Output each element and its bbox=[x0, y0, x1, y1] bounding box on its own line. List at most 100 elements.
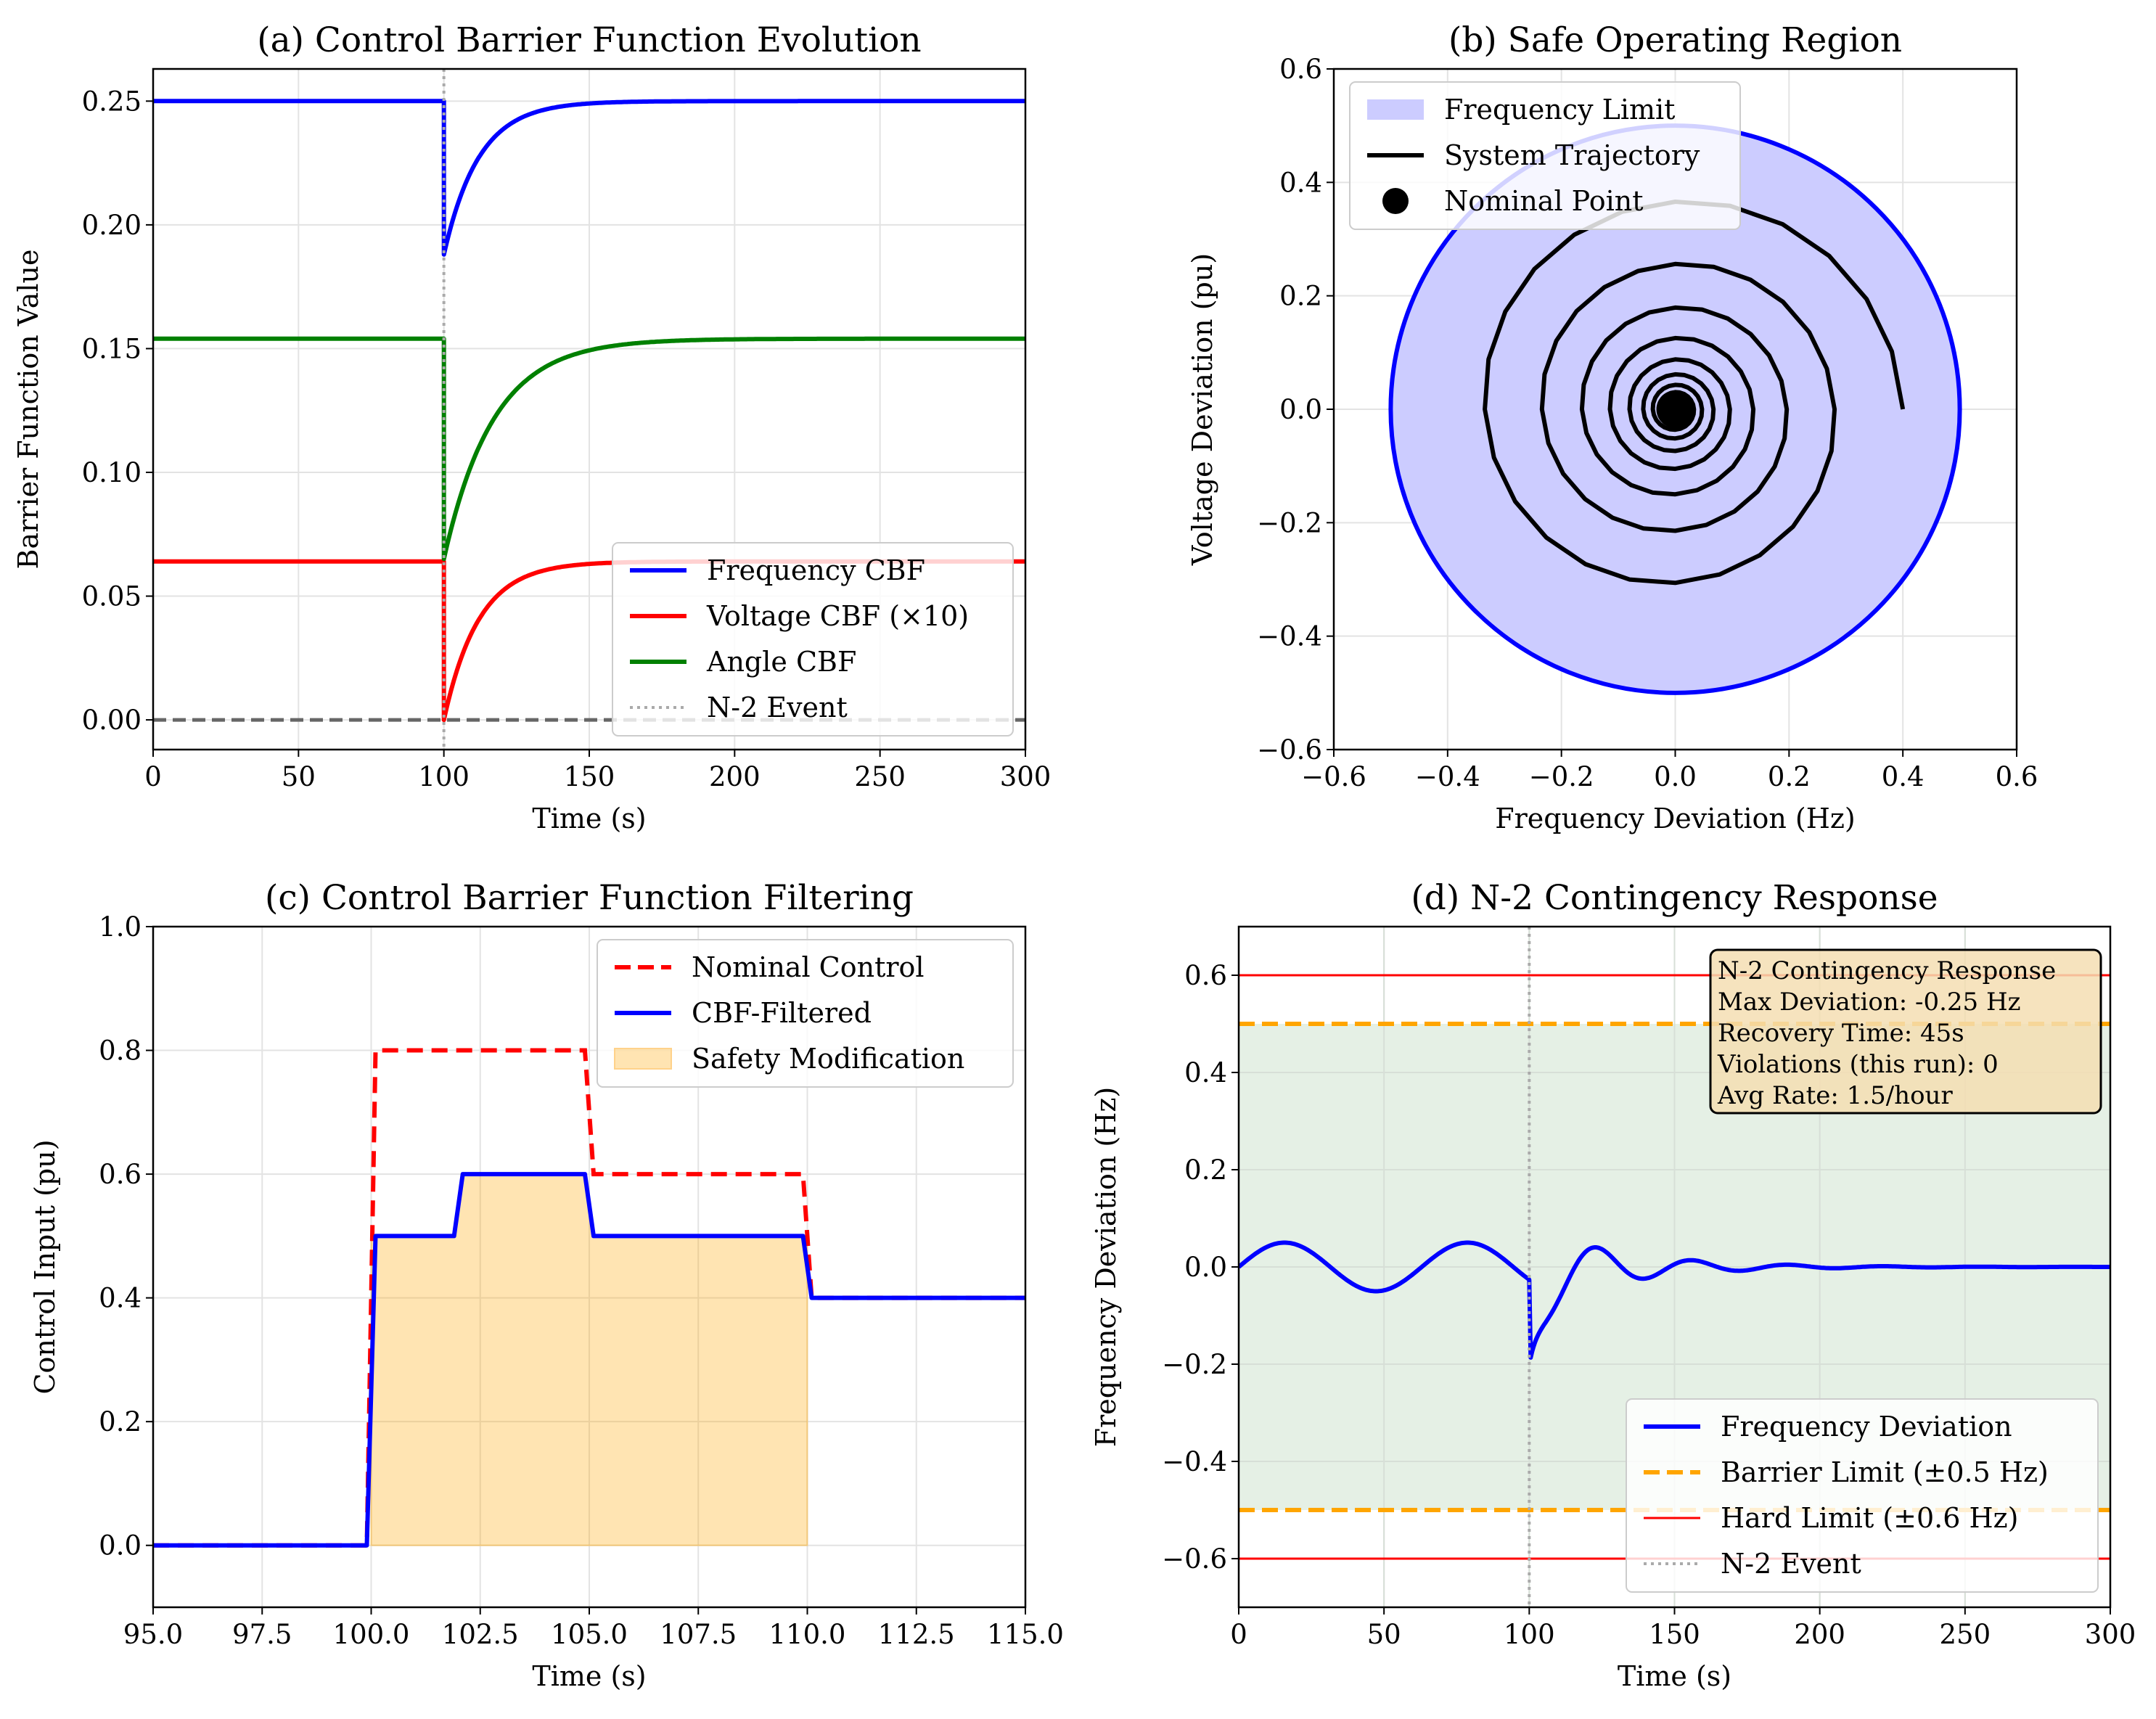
y-tick-label: −0.4 bbox=[1257, 621, 1322, 652]
legend-entry: Barrier Limit (±0.5 Hz) bbox=[1644, 1456, 2049, 1488]
legend-label: Barrier Limit (±0.5 Hz) bbox=[1721, 1456, 2049, 1488]
x-tick-label: 107.5 bbox=[660, 1619, 737, 1650]
plot-area bbox=[153, 1048, 1025, 1548]
x-axis-label: Frequency Deviation (Hz) bbox=[1495, 803, 1856, 834]
panel-b-safe-operating-region: −0.6 −0.4 −0.2 0.0 0.2 0.4 0.6 −0.6 −0.4 −0.2 0.0 0… bbox=[1186, 20, 2038, 834]
info-box-line: Avg Rate: 1.5/hour bbox=[1717, 1081, 1953, 1110]
y-tick-label: 0.2 bbox=[1279, 281, 1322, 312]
legend-entry: Nominal Control bbox=[615, 951, 925, 983]
legend: Frequency Limit System Trajectory Nominal … bbox=[1349, 81, 1741, 230]
chart-title: (a) Control Barrier Function Evolution bbox=[257, 20, 921, 60]
x-tick-label: 97.5 bbox=[232, 1619, 292, 1650]
legend-entry: Angle CBF bbox=[630, 646, 856, 678]
x-tick-label: 0 bbox=[1230, 1619, 1247, 1650]
legend-box bbox=[1626, 1398, 2099, 1593]
x-tick-label: 200 bbox=[709, 761, 761, 792]
x-tick-label: 300 bbox=[2085, 1619, 2136, 1650]
x-tick-label: 50 bbox=[1367, 1619, 1401, 1650]
x-tick-label: 150 bbox=[1649, 1619, 1700, 1650]
safety-modification-area bbox=[370, 1173, 808, 1546]
legend-box bbox=[597, 939, 1014, 1088]
info-box-line: Violations (this run): 0 bbox=[1717, 1050, 1999, 1079]
legend: Frequency Deviation Barrier Limit (±0.5 H… bbox=[1626, 1398, 2099, 1593]
legend-label: Voltage CBF (×10) bbox=[706, 600, 969, 632]
x-tick-label: 200 bbox=[1794, 1619, 1845, 1650]
info-box-line: Max Deviation: -0.25 Hz bbox=[1718, 988, 2021, 1017]
ticks: 0 50 100 150 200 250 300 −0.6 −0.4 −0.2 0.0 0.2 0.4 0… bbox=[1162, 960, 2136, 1650]
axes-frame bbox=[1237, 925, 2112, 1609]
x-tick-label: 112.5 bbox=[878, 1619, 955, 1650]
legend-entry: Voltage CBF (×10) bbox=[630, 600, 969, 632]
y-tick-label: −0.4 bbox=[1162, 1446, 1227, 1477]
x-tick-label: 95.0 bbox=[123, 1619, 183, 1650]
legend-label: Hard Limit (±0.6 Hz) bbox=[1721, 1502, 2018, 1534]
cbf-filtered-line bbox=[153, 1172, 1025, 1548]
y-tick-label: 0.6 bbox=[99, 1159, 142, 1190]
axes-frame bbox=[152, 925, 1027, 1609]
x-tick-label: 0.4 bbox=[1882, 761, 1925, 792]
legend-entry: N-2 Event bbox=[630, 692, 848, 723]
ticks: 95.0 97.5 100.0 102.5 105.0 107.5 110.0 112.5 11… bbox=[99, 911, 1064, 1650]
panel-c-cbf-filtering: 95.0 97.5 100.0 102.5 105.0 107.5 110.0 112.5 11… bbox=[29, 878, 1064, 1692]
x-tick-label: −0.2 bbox=[1529, 761, 1594, 792]
legend-label: Safety Modification bbox=[692, 1043, 964, 1075]
legend-box bbox=[1349, 81, 1741, 230]
legend-entry: System Trajectory bbox=[1367, 139, 1700, 171]
series-line-angle bbox=[153, 336, 1025, 562]
y-axis-label: Control Input (pu) bbox=[29, 1139, 61, 1394]
legend: Nominal Control CBF-Filtered Safety Modifi… bbox=[597, 939, 1014, 1088]
info-box: N-2 Contingency Response Max Deviation: -… bbox=[1709, 948, 2102, 1115]
legend-label: Frequency Limit bbox=[1444, 94, 1675, 126]
y-tick-label: −0.6 bbox=[1257, 734, 1322, 766]
ticks: −0.6 −0.4 −0.2 0.0 0.2 0.4 0.6 −0.6 −0.4 −0.2 0.0 0… bbox=[1257, 54, 2038, 792]
y-tick-label: 0.6 bbox=[1184, 960, 1227, 991]
x-tick-label: −0.6 bbox=[1301, 761, 1366, 792]
frequency-deviation-line bbox=[1239, 1240, 2110, 1360]
panel-d-n2-contingency-response: 0 50 100 150 200 250 300 −0.6 −0.4 −0.2 0.0 0.2 0.4 0… bbox=[1090, 878, 2136, 1692]
y-tick-label: 0.6 bbox=[1279, 54, 1322, 85]
y-tick-label: 0.2 bbox=[99, 1406, 142, 1437]
info-box-frame bbox=[1709, 948, 2102, 1115]
y-tick-label: 0.8 bbox=[99, 1035, 142, 1067]
x-tick-label: 110.0 bbox=[769, 1619, 846, 1650]
y-tick-label: 0.20 bbox=[82, 210, 142, 241]
axes-frame bbox=[1332, 67, 2018, 751]
chart-title: (c) Control Barrier Function Filtering bbox=[265, 878, 914, 918]
x-tick-label: 50 bbox=[282, 761, 316, 792]
y-axis-label: Frequency Deviation (Hz) bbox=[1090, 1087, 1122, 1448]
x-tick-label: 100 bbox=[418, 761, 470, 792]
y-tick-label: 0.15 bbox=[82, 333, 142, 364]
legend-swatch bbox=[614, 1048, 672, 1070]
y-tick-label: 0.4 bbox=[1184, 1057, 1227, 1088]
axes-frame bbox=[152, 67, 1027, 751]
info-box-line: N-2 Contingency Response bbox=[1718, 956, 2056, 985]
x-axis-label: Time (s) bbox=[1618, 1660, 1731, 1692]
y-tick-label: 0.0 bbox=[99, 1530, 142, 1562]
info-box-line: Recovery Time: 45s bbox=[1718, 1019, 1964, 1048]
y-tick-label: 0.4 bbox=[99, 1283, 142, 1314]
legend-entry: Frequency CBF bbox=[630, 554, 925, 586]
y-tick-label: −0.2 bbox=[1162, 1349, 1227, 1380]
legend-entry: Hard Limit (±0.6 Hz) bbox=[1644, 1502, 2018, 1534]
x-tick-label: 0 bbox=[144, 761, 162, 792]
y-tick-label: −0.6 bbox=[1162, 1543, 1227, 1575]
legend-label: CBF-Filtered bbox=[692, 997, 872, 1029]
legend-entry: Nominal Point bbox=[1382, 185, 1643, 217]
legend-entry: Safety Modification bbox=[614, 1043, 964, 1075]
y-tick-label: 0.00 bbox=[82, 705, 142, 736]
chart-title: (b) Safe Operating Region bbox=[1448, 20, 1902, 60]
x-tick-label: 0.2 bbox=[1768, 761, 1811, 792]
legend-entry: Frequency Limit bbox=[1367, 94, 1675, 126]
legend-label: Angle CBF bbox=[706, 646, 856, 678]
legend-label: N-2 Event bbox=[707, 692, 848, 723]
y-axis-label: Barrier Function Value bbox=[12, 250, 44, 570]
legend-marker bbox=[1382, 188, 1409, 214]
x-axis-label: Time (s) bbox=[532, 1660, 646, 1692]
legend-entry: CBF-Filtered bbox=[615, 997, 872, 1029]
x-tick-label: 300 bbox=[1000, 761, 1052, 792]
ticks: 0 50 100 150 200 250 300 0.00 0.05 0.10 0.15 0.20 0.… bbox=[82, 86, 1052, 792]
x-tick-label: 115.0 bbox=[987, 1619, 1064, 1650]
x-tick-label: 250 bbox=[1940, 1619, 1991, 1650]
y-tick-label: 0.2 bbox=[1184, 1154, 1227, 1186]
